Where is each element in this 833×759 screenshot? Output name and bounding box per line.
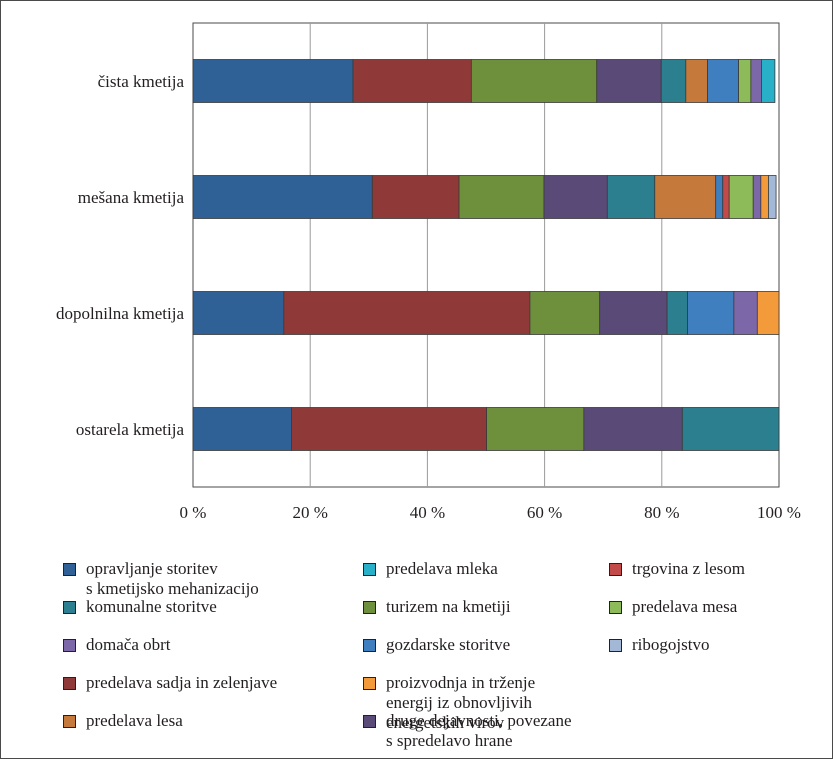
bar-segment [761,59,776,103]
legend-swatch [363,715,376,728]
bar-segment [707,59,739,103]
bar-segment [192,59,354,103]
bar-segment [738,59,752,103]
bar-segment [486,407,585,451]
bar-segment [283,291,531,335]
legend-label: trgovina z lesom [632,559,745,578]
legend-swatch [363,677,376,690]
legend-swatch [63,677,76,690]
category-label: čista kmetija [98,72,185,91]
legend-item: druge dejavnosti, povezane s spredelavo … [363,711,572,751]
bar-segment [728,175,754,219]
bar-segment [291,407,487,451]
legend-swatch [609,601,622,614]
legend-swatch [609,563,622,576]
legend-label: predelava mesa [632,597,738,616]
legend-item: domača obrt [63,635,171,655]
bar-segment [760,175,769,219]
legend-swatch [609,639,622,652]
bar-segment [583,407,683,451]
bar-segment [529,291,601,335]
bar-segment [722,175,730,219]
legend-item: proizvodnja in trženje energij iz obnovl… [363,673,535,733]
x-tick-label: 60 % [527,503,562,522]
bar-segment [458,175,545,219]
legend-item: turizem na kmetiji [363,597,511,617]
bar-segment [685,59,708,103]
legend-item: opravljanje storitev s kmetijsko mehaniz… [63,559,259,599]
legend-label: domača obrt [86,635,171,654]
bar-segment [192,291,285,335]
legend-swatch [63,563,76,576]
bar-segment [768,175,777,219]
legend-label: predelava lesa [86,711,183,730]
legend-swatch [363,639,376,652]
bar-segment [752,175,762,219]
x-tick-label: 20 % [292,503,327,522]
legend-item: predelava lesa [63,711,183,731]
legend-item: ribogojstvo [609,635,709,655]
bar-segment [371,175,460,219]
legend-label: gozdarske storitve [386,635,511,654]
legend-label: ribogojstvo [632,635,710,654]
bar-segment [733,291,758,335]
legend-item: gozdarske storitve [363,635,510,655]
x-tick-label: 100 % [757,503,801,522]
legend-item: predelava mleka [363,559,498,579]
legend-swatch [63,639,76,652]
bar-segment [543,175,608,219]
x-tick-label: 0 % [180,503,207,522]
bar-segment [660,59,687,103]
legend-item: komunalne storitve [63,597,217,617]
legend-item: trgovina z lesom [609,559,745,579]
bar-segment [192,407,292,451]
bar-segment [606,175,656,219]
bar-segment [596,59,662,103]
legend-label: druge dejavnosti, povezane s spredelavo … [386,711,572,750]
legend-label: proizvodnja in trženje energij iz obnovl… [386,673,536,732]
category-label: mešana kmetija [78,188,185,207]
category-label: ostarela kmetija [76,420,185,439]
legend-label: predelava sadja in zelenjave [86,673,278,692]
legend-swatch [363,601,376,614]
bar-segment [192,175,373,219]
bar-segment [599,291,668,335]
category-label: dopolnilna kmetija [56,304,184,323]
x-tick-label: 80 % [644,503,679,522]
bar-segment [654,175,717,219]
legend-swatch [363,563,376,576]
bar-segment [352,59,472,103]
legend-label: predelava mleka [386,559,498,578]
bar-segment [681,407,780,451]
legend-item: predelava mesa [609,597,737,617]
legend-item: predelava sadja in zelenjave [63,673,277,693]
legend-label: turizem na kmetiji [386,597,511,616]
bar-segment [750,59,762,103]
bar-segment [687,291,735,335]
legend-swatch [63,601,76,614]
legend-swatch [63,715,76,728]
bar-segment [756,291,780,335]
legend-label: opravljanje storitev s kmetijsko mehaniz… [86,559,259,598]
bar-segment [666,291,688,335]
bar-segment [470,59,598,103]
bar-segment [715,175,724,219]
x-tick-label: 40 % [410,503,445,522]
legend-label: komunalne storitve [86,597,217,616]
